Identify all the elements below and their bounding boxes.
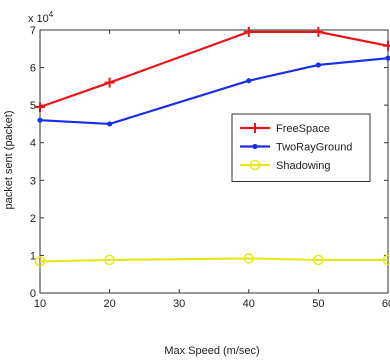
y-tick-label: 7 [30, 25, 36, 37]
x-tick-label: 50 [312, 298, 324, 310]
data-point-shadowing [104, 254, 115, 266]
series-line-shadowing [39, 257, 388, 263]
y-axis-label: packet sent (packet) [3, 110, 15, 209]
data-point-tworayground [315, 62, 321, 68]
data-point-shadowing [382, 254, 390, 266]
x-tick-label: 40 [243, 298, 255, 310]
y-multiplier-label: x 104 [28, 10, 54, 25]
y-tick-label: 5 [30, 100, 36, 112]
data-point-tworayground [37, 117, 43, 123]
data-point-tworayground [107, 121, 113, 127]
legend-item-label: Shadowing [276, 160, 330, 172]
legend-item-label: FreeSpace [276, 123, 330, 135]
data-point-freespace [383, 40, 390, 51]
data-point-freespace [35, 102, 45, 113]
data-point-shadowing [313, 254, 324, 266]
legend-swatch-marker [249, 159, 261, 171]
x-axis-label: Max Speed (m/sec) [164, 345, 259, 357]
plot-area: 10 20 30 40 50 60 0 1 2 3 4 5 6 7 FreeSpace TwoRayGroun… [30, 25, 390, 310]
legend-item-label: TwoRayGround [276, 142, 352, 154]
legend: FreeSpace TwoRayGround Shadowing [231, 113, 371, 182]
y-tick-label: 4 [30, 138, 36, 150]
legend-swatch-marker [250, 123, 260, 133]
data-point-shadowing [243, 253, 255, 264]
legend-swatch-marker [252, 143, 258, 150]
data-point-shadowing [34, 256, 46, 267]
data-point-freespace [243, 26, 254, 37]
data-point-tworayground [246, 78, 252, 84]
data-point-freespace [104, 77, 115, 88]
y-tick-label: 1 [30, 250, 36, 262]
y-tick-label: 2 [30, 213, 36, 225]
x-tick-label: 30 [173, 298, 185, 310]
y-multiplier-exponent: 4 [49, 10, 54, 19]
y-tick-label: 0 [30, 288, 36, 300]
x-tick-label: 20 [103, 298, 115, 310]
x-tick-label: 60 [382, 298, 390, 310]
data-point-tworayground [385, 55, 390, 61]
y-tick-label: 6 [30, 63, 36, 75]
x-tick-label: 10 [34, 298, 46, 310]
y-tick-label: 3 [30, 175, 36, 187]
data-point-freespace [313, 26, 324, 37]
y-multiplier-base: x 10 [28, 13, 49, 25]
